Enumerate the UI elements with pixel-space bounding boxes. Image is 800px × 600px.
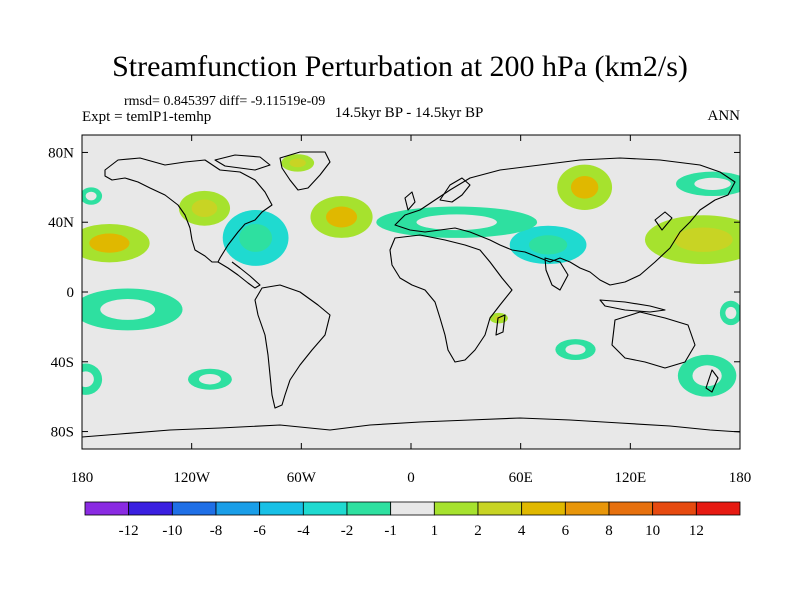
- y-axis: 80N 40N 0 40S 80S: [48, 145, 740, 441]
- colorbar-label-4: -4: [297, 523, 310, 539]
- colorbar-label-2: -8: [210, 523, 223, 539]
- anomaly-7-core: [528, 235, 568, 255]
- y-tick-label-2: 0: [67, 285, 75, 301]
- colorbar-box-14: [695, 501, 741, 516]
- anomaly-5-core: [674, 227, 733, 252]
- stats-label: rmsd= 0.845397 diff= -9.11519e-09: [124, 94, 326, 109]
- anomaly-10-core: [100, 298, 156, 320]
- anomaly-16-core: [694, 177, 731, 190]
- map-background: [82, 135, 740, 449]
- coast-arctic-islands: [214, 154, 271, 171]
- anomaly-11-core: [198, 373, 221, 385]
- colorbar-label-8: 2: [474, 523, 482, 539]
- y-tick-label-0: 80N: [48, 145, 74, 161]
- colorbar-label-11: 8: [605, 523, 613, 539]
- coast-africa: [389, 234, 513, 363]
- colorbar-label-10: 6: [562, 523, 570, 539]
- x-tick-label-1: 120W: [173, 470, 211, 486]
- y-tick-label-1: 40N: [48, 215, 74, 231]
- y-tick-label-4: 80S: [51, 425, 74, 441]
- colorbar-box-1: [128, 501, 173, 516]
- colorbar-label-13: 12: [689, 523, 704, 539]
- anomaly-8-core: [416, 214, 497, 231]
- colorbar-label-5: -2: [341, 523, 354, 539]
- x-tick-label-0: 180: [71, 470, 94, 486]
- coast-south-america: [254, 284, 331, 409]
- coast-india: [544, 257, 569, 291]
- coast-scandinavia: [439, 177, 471, 203]
- coast-madagascar: [495, 314, 506, 336]
- anomaly-6-core: [239, 223, 273, 252]
- colorbar-label-12: 10: [645, 523, 660, 539]
- x-tick-label-4: 60E: [509, 470, 533, 486]
- anomaly-3-core: [289, 158, 306, 168]
- x-tick-label-2: 60W: [287, 470, 317, 486]
- colorbar-box-4: [259, 501, 304, 516]
- colorbar-label-3: -6: [253, 523, 266, 539]
- coast-central-america: [217, 261, 261, 289]
- coast-indonesia: [599, 299, 666, 313]
- x-tick-label-6: 180: [729, 470, 752, 486]
- colorbar-box-3: [215, 501, 261, 516]
- anomaly-4-core: [570, 175, 599, 199]
- anomaly-9-core: [85, 191, 97, 201]
- colorbar-label-6: -1: [384, 523, 397, 539]
- coast-japan: [654, 211, 673, 231]
- colorbar-box-9: [477, 501, 523, 516]
- colorbar-box-7: [390, 501, 435, 516]
- anomaly-1-core: [191, 199, 218, 217]
- x-axis: 180 120W 60W 0 60E 120E 180: [71, 135, 752, 486]
- anomaly-2-core: [326, 206, 358, 228]
- colorbar-label-9: 4: [518, 523, 526, 539]
- coast-australia: [611, 311, 696, 369]
- colorbar-label-0: -12: [119, 523, 139, 539]
- colorbar-box-5: [302, 501, 348, 516]
- coast-greenland: [279, 151, 331, 191]
- x-tick-label-3: 0: [407, 470, 415, 486]
- coastlines: [82, 151, 740, 438]
- anomaly-14-core: [82, 371, 94, 388]
- colorbar-box-13: [652, 501, 697, 516]
- colorbar-box-2: [171, 501, 217, 516]
- colorbar: -12 -10 -8 -6 -4 -2 -1 1 2 4 6 8 10 12: [84, 501, 741, 539]
- anomaly-layer: [82, 154, 740, 397]
- season-label: ANN: [707, 108, 741, 124]
- anomaly-0-core: [89, 233, 130, 253]
- coast-north-america: [104, 157, 273, 263]
- anomaly-12-core: [565, 344, 586, 355]
- chart-title: Streamfunction Perturbation at 200 hPa (…: [112, 50, 688, 83]
- colorbar-box-12: [608, 501, 654, 516]
- coast-new-zealand: [705, 369, 719, 393]
- colorbar-box-8: [433, 501, 479, 516]
- period-label: 14.5kyr BP - 14.5kyr BP: [334, 105, 484, 121]
- colorbar-box-11: [564, 501, 610, 516]
- y-tick-label-3: 40S: [51, 355, 74, 371]
- colorbar-label-7: 1: [431, 523, 439, 539]
- colorbar-box-10: [521, 501, 566, 516]
- colorbar-box-6: [346, 501, 392, 516]
- colorbar-label-1: -10: [162, 523, 182, 539]
- experiment-label: Expt = temlP1-temhp: [82, 109, 212, 125]
- anomaly-13-core: [692, 365, 722, 387]
- coast-antarctica: [82, 417, 740, 438]
- coast-uk: [404, 191, 416, 211]
- x-tick-label-5: 120E: [614, 470, 646, 486]
- anomaly-15-core: [725, 306, 737, 320]
- colorbar-box-0: [84, 501, 130, 516]
- coast-eurasia: [394, 157, 736, 286]
